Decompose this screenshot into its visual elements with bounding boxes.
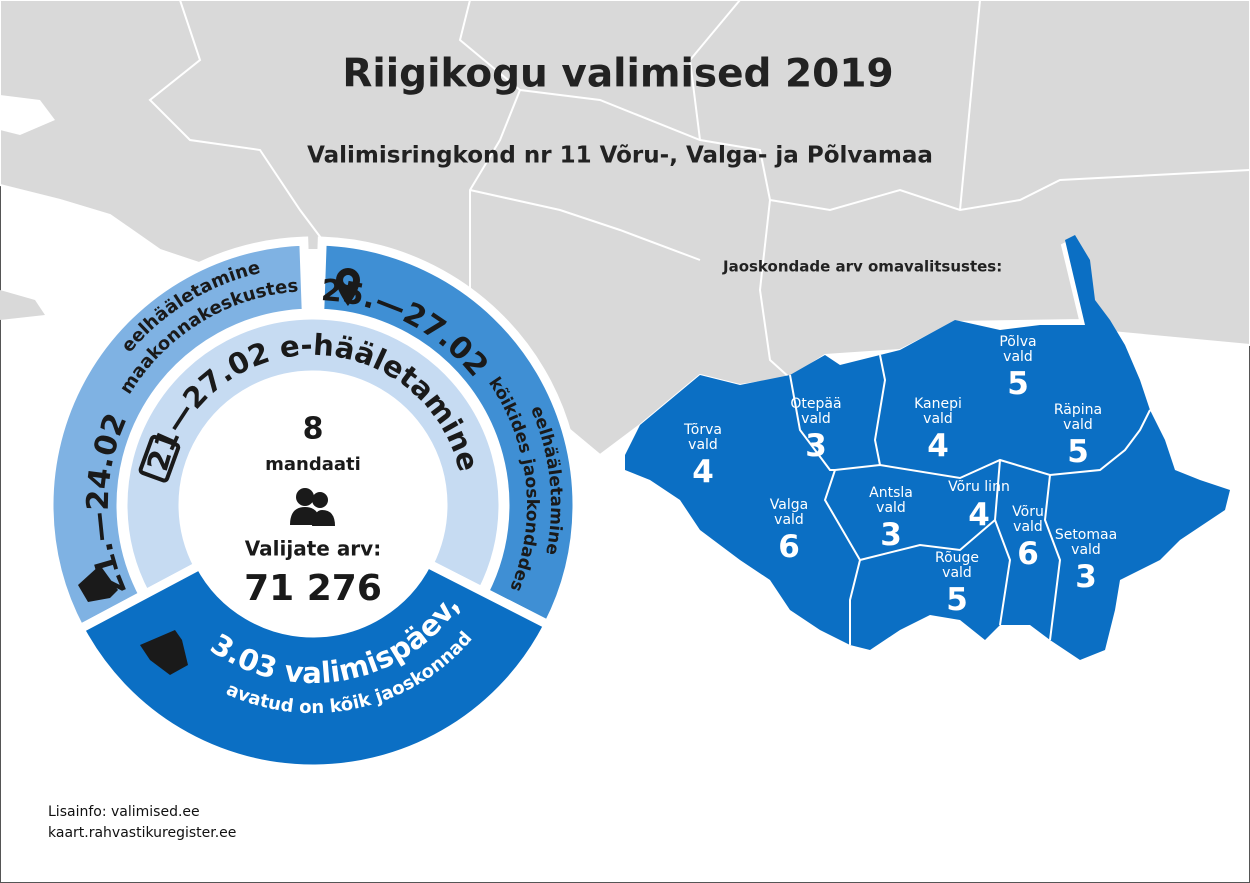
municipality-name: Rõuge vald <box>934 550 980 581</box>
precinct-count: 3 <box>1075 559 1097 596</box>
municipality-label: Antsla vald 3 <box>851 486 931 552</box>
precinct-count: 5 <box>1007 366 1029 403</box>
precinct-count: 6 <box>1017 536 1039 573</box>
municipality-label: Kanepi vald 4 <box>898 397 978 463</box>
seats-label: mandaati <box>265 454 361 475</box>
municipality-label: Võru linn 4 <box>939 480 1019 531</box>
municipality-name: Võru linn <box>948 479 1010 495</box>
district-borders <box>789 354 1151 645</box>
municipality-label: Võru vald 6 <box>988 505 1068 571</box>
precinct-count: 4 <box>692 454 714 491</box>
seats: 8 <box>303 412 324 447</box>
people-icon <box>290 488 335 526</box>
municipality-name: Setomaa vald <box>1054 527 1118 558</box>
precinct-count: 5 <box>1067 434 1089 471</box>
municipality-name: Võru vald <box>1012 504 1044 535</box>
election-ring <box>44 236 582 774</box>
voters: 71 276 <box>244 568 382 609</box>
municipality-name: Põlva vald <box>999 334 1037 365</box>
house-icon <box>78 565 118 602</box>
background-borders <box>148 0 1250 379</box>
map-heading: Jaoskondade arv omavalitsustes: <box>722 258 1002 276</box>
precinct-count: 5 <box>946 582 968 619</box>
precinct-count: 6 <box>778 529 800 566</box>
municipality-name: Valga vald <box>769 497 809 528</box>
background-island <box>0 290 45 320</box>
municipality-label: Räpina vald 5 <box>1038 403 1118 469</box>
precinct-count: 3 <box>880 517 902 554</box>
municipality-label: Otepää vald 3 <box>776 397 856 463</box>
center-circle <box>185 377 441 633</box>
footer-line: kaart.rahvastikuregister.ee <box>48 825 237 841</box>
precinct-count: 4 <box>968 496 990 533</box>
municipality-name: Otepää vald <box>790 396 842 427</box>
municipality-label: Tõrva vald 4 <box>663 423 743 489</box>
tablet-icon <box>138 434 181 483</box>
municipality-name: Räpina vald <box>1053 402 1103 433</box>
precinct-count: 4 <box>927 428 949 465</box>
municipality-label: Põlva vald 5 <box>978 335 1058 401</box>
municipality-name: Kanepi vald <box>914 396 962 427</box>
subtitle: Valimisringkond nr 11 Võru-, Valga- ja P… <box>307 143 933 169</box>
precinct-count: 3 <box>805 428 827 465</box>
district-map <box>625 235 1230 660</box>
hand-icon <box>140 630 188 675</box>
pin-icon <box>336 268 360 306</box>
municipality-label: Rõuge vald 5 <box>917 551 997 617</box>
background-lake <box>0 95 55 135</box>
footer-line: Lisainfo: valimised.ee <box>48 804 200 820</box>
title: Riigikogu valimised 2019 <box>342 52 893 97</box>
municipality-name: Tõrva vald <box>684 422 722 453</box>
voters-label: Valijate arv: <box>245 537 381 561</box>
municipality-label: Setomaa vald 3 <box>1046 528 1126 594</box>
municipality-name: Antsla vald <box>869 485 913 516</box>
municipality-label: Valga vald 6 <box>749 498 829 564</box>
e-voting-ring <box>118 310 508 601</box>
